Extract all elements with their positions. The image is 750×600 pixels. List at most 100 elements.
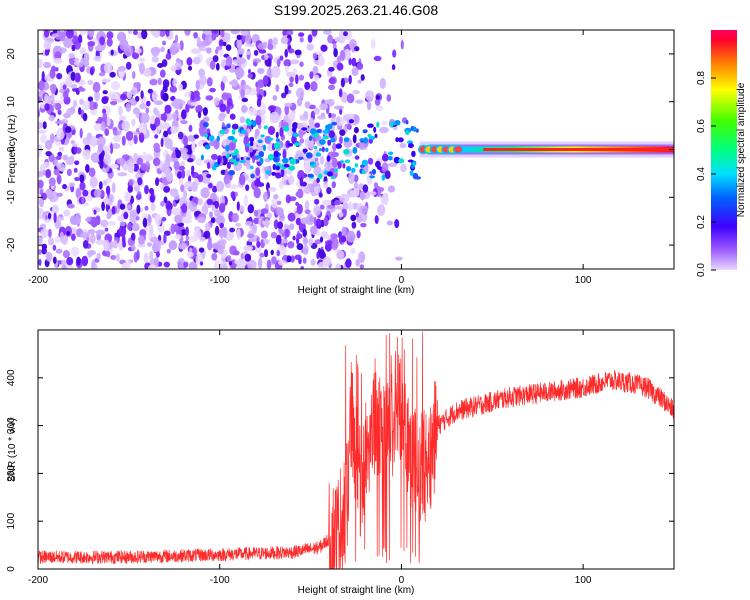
spectrogram-cell <box>298 74 305 81</box>
spectrogram-cell <box>310 225 318 235</box>
spectrogram-cell <box>245 34 252 45</box>
spectrogram-cell-bright <box>216 135 220 142</box>
spectrogram-cell <box>153 142 160 151</box>
spectrogram-cell <box>226 161 231 170</box>
spectrogram-cell-bright <box>330 176 336 180</box>
spectrogram-cell <box>42 121 47 130</box>
spectrogram-cell <box>302 244 309 256</box>
spectrogram-cell <box>40 134 48 144</box>
spectrogram-cell <box>106 251 111 258</box>
spectrogram-cell <box>354 155 360 160</box>
spectrogram-cell-bright <box>340 160 344 164</box>
spectrogram-cell <box>210 30 219 35</box>
spectrogram-cell <box>218 112 225 122</box>
spectrogram-cell <box>154 117 161 127</box>
spectrogram-cell <box>103 239 110 252</box>
spectrogram-cell <box>195 80 200 90</box>
spectrogram-cell <box>256 98 262 107</box>
spectrogram-cell <box>214 225 220 236</box>
spectrogram-cell <box>174 34 179 43</box>
spectrogram-cell <box>386 220 393 226</box>
spectrogram-cell <box>163 186 171 193</box>
spectrogram-cell <box>259 102 266 112</box>
spectrogram-cell <box>388 162 398 168</box>
spectrogram-cell <box>157 63 164 68</box>
spectrogram-cell <box>151 90 158 102</box>
spectrogram-cell <box>350 214 357 222</box>
spectrogram-cell <box>92 81 101 93</box>
spectrogram-cell <box>295 74 299 85</box>
spectrogram-cell-bright <box>327 171 333 177</box>
spectrogram-cell <box>335 263 341 269</box>
spectrogram-cell <box>119 203 126 210</box>
spectrogram-cell <box>38 236 43 247</box>
spectrogram-cell <box>143 252 149 263</box>
spectrogram-cell <box>192 56 201 65</box>
spectrogram-cell <box>38 129 47 134</box>
spectrogram-cell <box>83 149 91 159</box>
spectrogram-cell <box>214 97 220 106</box>
spectrogram-cell <box>348 74 352 85</box>
spectrogram-cell <box>209 60 216 70</box>
spectrogram-cell <box>140 90 144 99</box>
spectrogram-cell <box>270 231 277 239</box>
spectrogram-cell <box>281 92 287 99</box>
spectrogram-cell <box>197 216 206 224</box>
spectrogram-cell <box>127 161 135 173</box>
spectrogram-cell <box>178 83 184 92</box>
snr-y-tick-label: 300 <box>6 417 17 434</box>
snr-y-tick-label: 400 <box>6 369 17 386</box>
spectrogram-cell <box>264 218 270 228</box>
spectrogram-cell <box>147 264 157 269</box>
spectrogram-cell <box>326 240 334 250</box>
spectrogram-cell <box>323 30 332 35</box>
spectrogram-cell <box>170 223 176 235</box>
spectrogram-cell <box>266 259 272 269</box>
spectrogram-cell <box>93 189 102 198</box>
spectrogram-cell <box>44 51 50 56</box>
spectrogram-cell <box>295 201 299 206</box>
spectrogram-cell <box>45 188 53 199</box>
spectrogram-cell <box>195 158 203 166</box>
spectrogram-cell <box>330 233 338 239</box>
spectrogram-cell <box>66 231 71 236</box>
spectrogram-cell <box>56 162 66 170</box>
spectrogram-cell <box>302 236 308 245</box>
spectrogram-cell <box>276 200 282 205</box>
spectrogram-cell <box>359 140 365 150</box>
spectrogram-cell-bright <box>287 143 294 147</box>
spectrogram-cell <box>136 82 141 93</box>
spectrogram-cell <box>233 250 240 256</box>
spectrogram-cell <box>343 49 351 61</box>
spectrogram-cell <box>108 91 119 100</box>
spectrogram-cell <box>245 220 253 226</box>
spectrogram-cell <box>304 209 311 215</box>
spectrogram-cell <box>256 85 260 93</box>
spectrogram-cell <box>169 45 178 55</box>
spectrogram-cell <box>63 112 71 119</box>
spectrogram-cell <box>288 48 295 54</box>
spectrogram-cell <box>82 137 92 146</box>
spectrogram-cell <box>150 188 155 199</box>
spectrogram-cell <box>38 258 42 266</box>
spectrogram-cell <box>359 190 366 201</box>
spectrogram-cell <box>231 79 238 87</box>
spectrogram-cell <box>245 184 250 191</box>
spectrogram-cell <box>355 212 359 218</box>
spectrogram-cell <box>313 186 321 194</box>
spectrogram-cell <box>284 48 289 58</box>
spectrogram-cell <box>81 255 89 267</box>
spectrogram-cell <box>90 216 98 228</box>
spectrogram-cell <box>110 80 121 91</box>
spectrogram-cell <box>81 196 85 204</box>
spectrogram-cell <box>386 94 392 102</box>
spectrogram-cell <box>343 31 348 37</box>
spectrogram-cell-bright <box>361 159 368 166</box>
spectrogram-cell <box>162 79 170 88</box>
colorbar-tick-label: 0.0 <box>696 263 707 277</box>
spectrogram-cell <box>338 212 344 218</box>
spectrogram-cell-bright <box>275 138 280 143</box>
spectrogram-cell <box>130 134 133 139</box>
spectrogram-cell-bright <box>260 134 265 138</box>
spectrogram-cell <box>136 204 141 214</box>
